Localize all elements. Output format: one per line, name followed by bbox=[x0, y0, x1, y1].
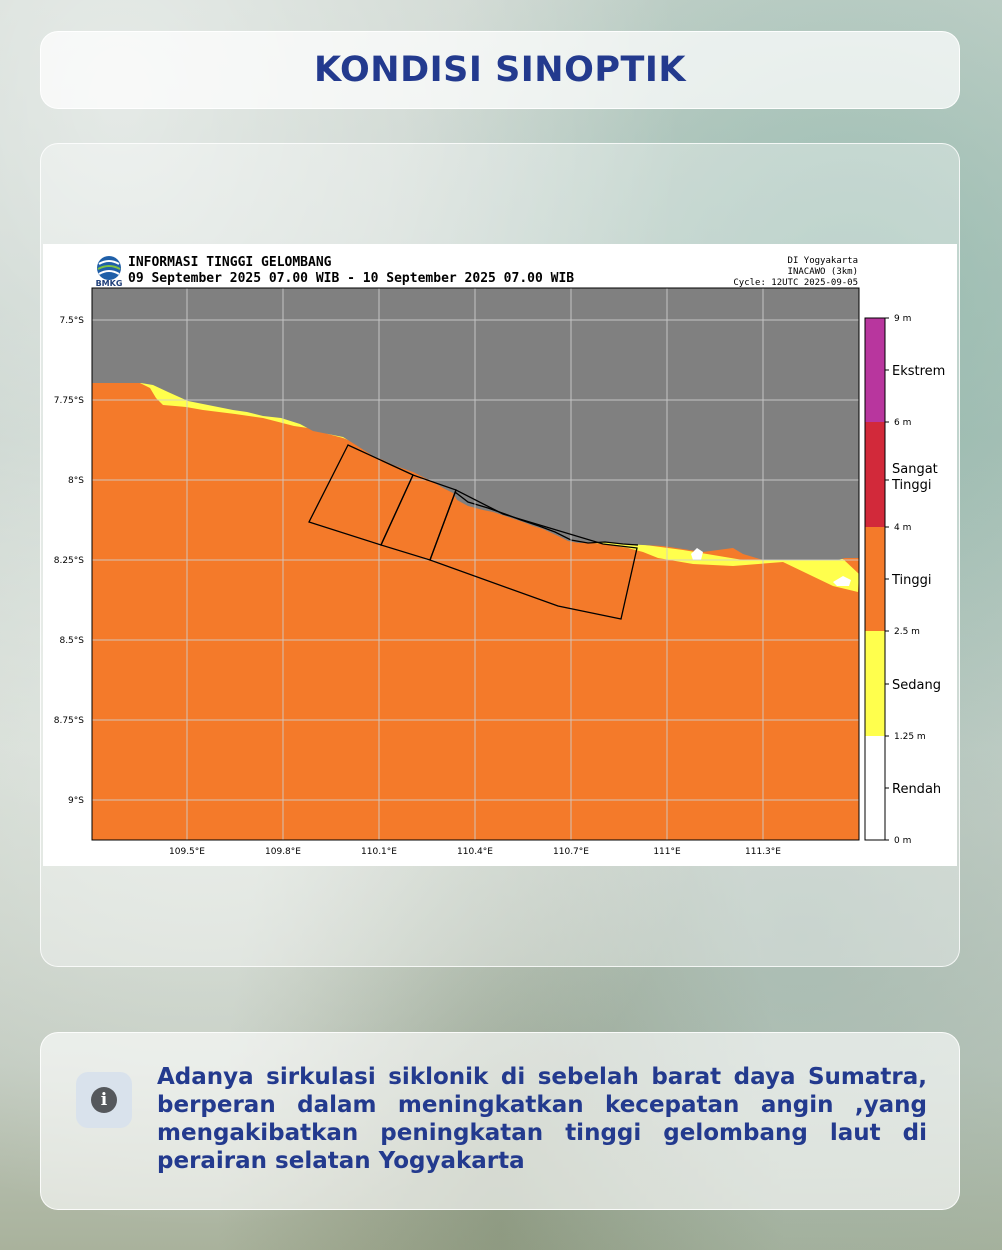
legend-label-ekstrem: Ekstrem bbox=[892, 364, 945, 379]
lat-label: 9°S bbox=[68, 796, 84, 806]
coastline bbox=[454, 491, 639, 546]
legend-swatch-ekstrem bbox=[865, 318, 885, 422]
wave-legend: 9 m 6 m 4 m 2.5 m 1.25 m 0 m Ekstrem San… bbox=[864, 314, 945, 846]
legend-tick: 6 m bbox=[894, 418, 911, 428]
wave-height-map: BMKG INFORMASI TINGGI GELOMBANG 09 Septe… bbox=[43, 244, 957, 866]
legend-label-tinggi: Tinggi bbox=[891, 573, 932, 588]
map-header-region: DI Yogyakarta bbox=[788, 256, 858, 266]
page-title: KONDISI SINOPTIK bbox=[313, 50, 687, 90]
legend-tick: 1.25 m bbox=[894, 732, 926, 742]
lat-label: 7.75°S bbox=[54, 396, 85, 406]
lon-label: 110.1°E bbox=[361, 847, 397, 857]
lon-label: 110.4°E bbox=[457, 847, 493, 857]
lat-label: 8.75°S bbox=[54, 716, 85, 726]
legend-label-rendah: Rendah bbox=[892, 782, 941, 797]
legend-swatch-tinggi bbox=[865, 527, 885, 631]
legend-tick: 2.5 m bbox=[894, 627, 920, 637]
lon-label: 110.7°E bbox=[553, 847, 589, 857]
map-svg: BMKG INFORMASI TINGGI GELOMBANG 09 Septe… bbox=[54, 255, 946, 857]
islet bbox=[691, 548, 703, 560]
map-header-cycle: Cycle: 12UTC 2025-09-05 bbox=[733, 278, 858, 288]
map-area bbox=[91, 287, 860, 841]
info-icon: i bbox=[91, 1087, 117, 1113]
lon-label: 109.8°E bbox=[265, 847, 301, 857]
lon-label: 111.3°E bbox=[745, 847, 781, 857]
map-header-period: 09 September 2025 07.00 WIB - 10 Septemb… bbox=[128, 271, 574, 286]
map-header-model: INACAWO (3km) bbox=[788, 267, 858, 277]
lat-label: 8.25°S bbox=[54, 556, 85, 566]
info-icon-box: i bbox=[76, 1072, 132, 1128]
legend-label-sangat: Sangat bbox=[892, 462, 938, 477]
logo-text: BMKG bbox=[96, 279, 123, 288]
synoptic-description: Adanya sirkulasi siklonik di sebelah bar… bbox=[157, 1064, 927, 1174]
legend-label-tinggi-line2: Tinggi bbox=[891, 478, 932, 493]
sea-moderate-fringe bbox=[92, 382, 859, 592]
map-frame bbox=[91, 287, 860, 841]
legend-swatch-rendah bbox=[865, 736, 885, 840]
bmkg-logo: BMKG bbox=[96, 256, 123, 288]
legend-label-sedang: Sedang bbox=[892, 678, 941, 693]
info-card: i Adanya sirkulasi siklonik di sebelah b… bbox=[40, 1032, 960, 1210]
legend-tick: 4 m bbox=[894, 523, 911, 533]
forecast-zones bbox=[308, 444, 638, 620]
islet-east bbox=[833, 576, 851, 586]
lon-label: 109.5°E bbox=[169, 847, 205, 857]
legend-tick: 9 m bbox=[894, 314, 911, 324]
lat-label: 8°S bbox=[68, 476, 84, 486]
lat-label: 8.5°S bbox=[59, 636, 84, 646]
legend-swatch-sangat-tinggi bbox=[865, 422, 885, 527]
map-grid bbox=[92, 288, 859, 840]
lat-label: 7.5°S bbox=[59, 316, 84, 326]
zone-east bbox=[429, 489, 638, 620]
map-header-title: INFORMASI TINGGI GELOMBANG bbox=[128, 255, 332, 270]
title-card: KONDISI SINOPTIK bbox=[40, 31, 960, 109]
legend-swatch-sedang bbox=[865, 631, 885, 736]
lon-label: 111°E bbox=[653, 847, 681, 857]
legend-tick: 0 m bbox=[894, 836, 911, 846]
